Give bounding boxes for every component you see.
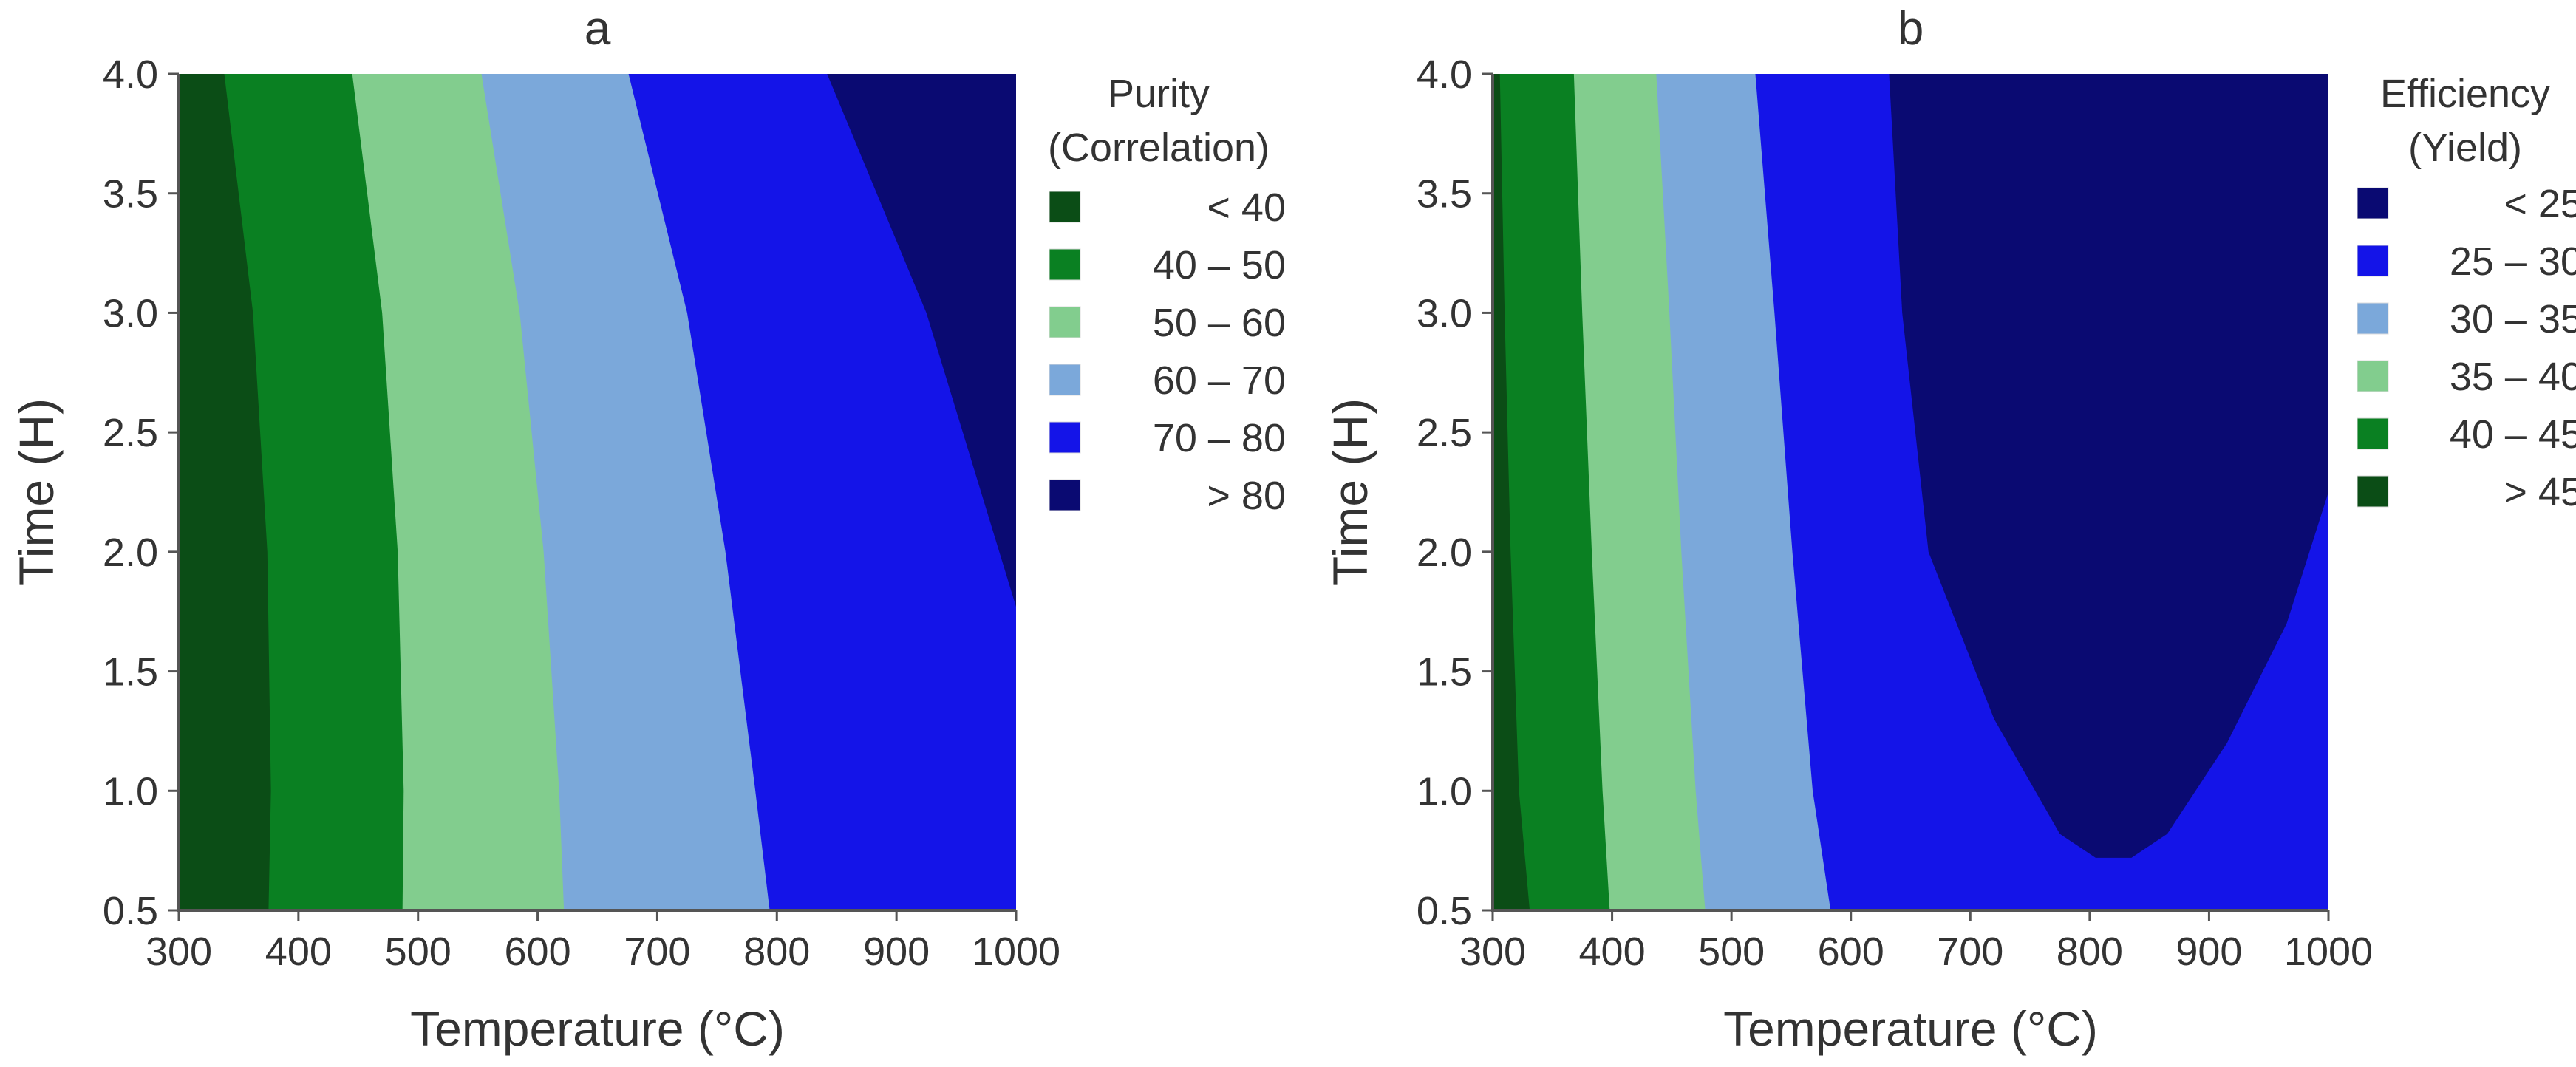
legend-label: > 45 <box>2504 470 2576 514</box>
legend-swatch <box>2357 245 2389 277</box>
legend-label: 30 – 35 <box>2450 297 2576 341</box>
legend-swatch <box>2357 302 2389 335</box>
legend-swatch <box>1049 479 1081 511</box>
x-tick-label: 700 <box>1937 930 2003 974</box>
y-tick-label: 0.5 <box>103 889 158 933</box>
chart-panel-a: 300 400 500 600 700 800 900 1000 0.5 1.0 1.5 2.0 2.5… <box>9 1 1286 1056</box>
contour-region-gt45 <box>1493 74 1530 910</box>
x-tick-label: 300 <box>146 930 212 974</box>
legend-label: 70 – 80 <box>1153 416 1286 460</box>
legend-swatch <box>1049 306 1081 338</box>
x-axis-title: Temperature (°C) <box>410 1001 785 1056</box>
y-tick-label: 1.5 <box>103 650 158 695</box>
y-tick-label: 1.5 <box>1417 650 1472 695</box>
legend-swatch <box>1049 248 1081 281</box>
legend-label: 35 – 40 <box>2450 355 2576 399</box>
x-tick-label: 1000 <box>972 930 1060 974</box>
x-tick-label: 300 <box>1459 930 1526 974</box>
legend-label: < 25 <box>2504 182 2576 226</box>
plot-area <box>1493 74 2328 910</box>
x-tick-label: 400 <box>1579 930 1646 974</box>
x-tick-label: 400 <box>265 930 332 974</box>
y-tick-label: 3.5 <box>103 172 158 217</box>
legend-label: 40 – 50 <box>1153 243 1286 287</box>
contour-region-40-45 <box>1493 74 1610 910</box>
x-tick-label: 600 <box>505 930 571 974</box>
contour-region-lt40 <box>179 74 271 910</box>
y-tick-label: 2.5 <box>1417 411 1472 455</box>
chart-panel-b: 300 400 500 600 700 800 900 1000 0.5 1.0 1.5 2.0 2.5… <box>1323 1 2576 1056</box>
legend-label: 25 – 30 <box>2450 239 2576 284</box>
x-tick-label: 500 <box>385 930 452 974</box>
y-tick-label: 3.0 <box>1417 291 1472 335</box>
legend-title: (Yield) <box>2408 126 2522 170</box>
legend-swatch <box>1049 364 1081 396</box>
y-tick-label: 2.0 <box>103 531 158 575</box>
legend-title: (Correlation) <box>1048 126 1270 170</box>
x-tick-label: 800 <box>2057 930 2123 974</box>
legend-swatch <box>1049 421 1081 454</box>
legend-label: < 40 <box>1207 185 1286 230</box>
y-tick-label: 4.0 <box>103 52 158 97</box>
legend-swatch <box>2357 360 2389 392</box>
y-axis-title: Time (H) <box>9 398 64 586</box>
legend-label: 40 – 45 <box>2450 412 2576 457</box>
legend: Efficiency (Yield) < 25 25 – 30 30 – 35 35 – … <box>2357 72 2576 514</box>
y-tick-label: 4.0 <box>1417 52 1472 97</box>
legend-swatch <box>2357 417 2389 450</box>
y-tick-label: 1.0 <box>1417 769 1472 814</box>
y-tick-label: 3.0 <box>103 291 158 335</box>
x-tick-label: 500 <box>1698 930 1765 974</box>
contour-region-lt25 <box>1889 74 2328 858</box>
legend-title: Efficiency <box>2380 72 2550 116</box>
legend-label: 60 – 70 <box>1153 358 1286 403</box>
legend-label: > 80 <box>1207 474 1286 518</box>
legend-swatch <box>2357 187 2389 219</box>
x-axis-title: Temperature (°C) <box>1723 1001 2098 1056</box>
panel-title: a <box>585 1 611 55</box>
y-axis-title: Time (H) <box>1323 398 1377 586</box>
legend-swatch <box>2357 475 2389 508</box>
x-tick-label: 900 <box>2175 930 2242 974</box>
x-tick-label: 900 <box>863 930 930 974</box>
plot-area <box>179 74 1016 910</box>
legend: Purity (Correlation) < 40 40 – 50 50 – 60 60 … <box>1048 72 1286 518</box>
y-tick-label: 3.5 <box>1417 172 1472 217</box>
x-tick-label: 700 <box>624 930 690 974</box>
legend-label: 50 – 60 <box>1153 301 1286 345</box>
panel-title: b <box>1898 1 1924 55</box>
y-tick-label: 2.0 <box>1417 531 1472 575</box>
legend-swatch <box>1049 191 1081 223</box>
x-tick-label: 1000 <box>2284 930 2373 974</box>
x-tick-label: 800 <box>743 930 810 974</box>
legend-title: Purity <box>1108 72 1210 116</box>
y-tick-label: 2.5 <box>103 411 158 455</box>
x-tick-label: 600 <box>1818 930 1884 974</box>
y-tick-label: 0.5 <box>1417 889 1472 933</box>
y-tick-label: 1.0 <box>103 769 158 814</box>
